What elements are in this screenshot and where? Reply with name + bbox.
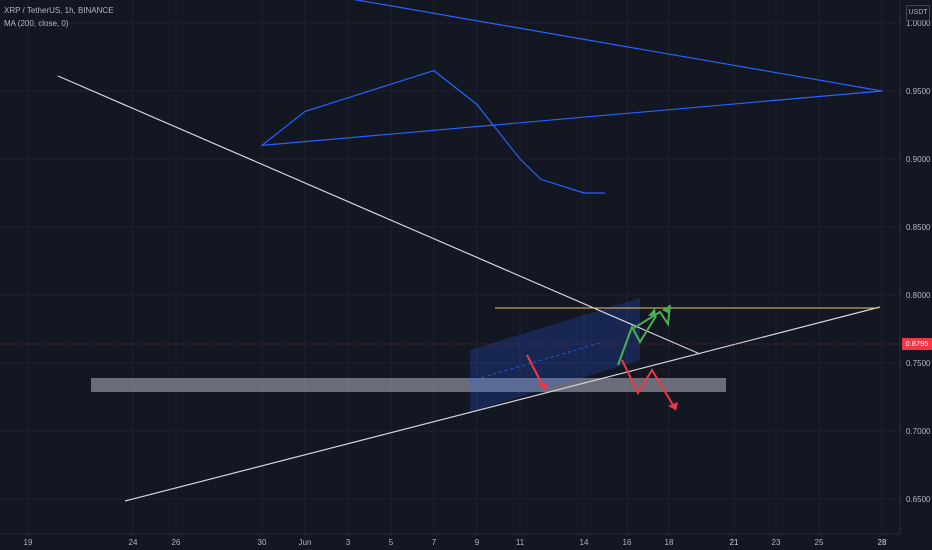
- last-price-label: 0.8795: [902, 338, 932, 350]
- support-zone: [91, 378, 726, 392]
- descending-trendline: [57, 75, 701, 355]
- bearish-arrowhead-1: [538, 383, 548, 390]
- x-tick-label: 28: [878, 538, 887, 547]
- x-tick-label: 25: [815, 538, 824, 547]
- x-tick-label: 11: [516, 538, 525, 547]
- x-tick-label: 18: [665, 538, 674, 547]
- ma-200-line: [260, 0, 883, 194]
- price-axis: 1.35001.30001.25001.20001.15001.10001.05…: [906, 19, 931, 504]
- chart-legend: XRP / TetherUS, 1h, BINANCE MA (200, clo…: [4, 4, 114, 30]
- bearish-arrowhead-2: [668, 402, 678, 410]
- x-tick-label: 30: [258, 538, 267, 547]
- y-tick-label: 0.7000: [906, 427, 931, 436]
- bullish-arrowhead-1: [648, 308, 656, 316]
- x-tick-label: 7: [432, 538, 437, 547]
- x-tick-label: 26: [172, 538, 181, 547]
- chart-grid: [0, 0, 900, 534]
- ma-legend: MA (200, close, 0): [4, 19, 69, 28]
- x-tick-label: 16: [623, 538, 632, 547]
- channel-box: [470, 298, 640, 412]
- bullish-arrowhead-2: [662, 305, 670, 314]
- y-tick-label: 0.6500: [906, 495, 931, 504]
- channel-midline: [469, 342, 601, 382]
- symbol-legend: XRP / TetherUS, 1h, BINANCE: [4, 6, 114, 15]
- currency-badge[interactable]: USDT: [906, 5, 930, 21]
- y-tick-label: 0.9500: [906, 87, 931, 96]
- drawing-tools: [57, 75, 881, 502]
- x-tick-label: 14: [580, 538, 589, 547]
- bearish-arrow-2: [621, 359, 677, 411]
- bullish-arrow-1: [617, 315, 657, 366]
- x-tick-label: 28: [878, 538, 887, 547]
- bullish-arrow-2: [633, 304, 671, 329]
- x-tick-label: Jun: [299, 538, 312, 547]
- x-tick-label: 19: [24, 538, 33, 547]
- x-tick-label: 21: [730, 538, 739, 547]
- y-tick-label: 0.8500: [906, 223, 931, 232]
- ascending-trendline: [124, 306, 881, 502]
- x-tick-label: 3: [346, 538, 351, 547]
- x-tick-label: 24: [129, 538, 138, 547]
- x-tick-label: 21: [730, 538, 739, 547]
- y-tick-label: 0.7500: [906, 359, 931, 368]
- x-tick-label: 9: [475, 538, 480, 547]
- x-tick-label: 5: [389, 538, 394, 547]
- y-tick-label: 0.8000: [906, 291, 931, 300]
- y-tick-label: 0.9000: [906, 155, 931, 164]
- y-tick-label: 1.0000: [906, 19, 931, 28]
- x-tick-label: 23: [772, 538, 781, 547]
